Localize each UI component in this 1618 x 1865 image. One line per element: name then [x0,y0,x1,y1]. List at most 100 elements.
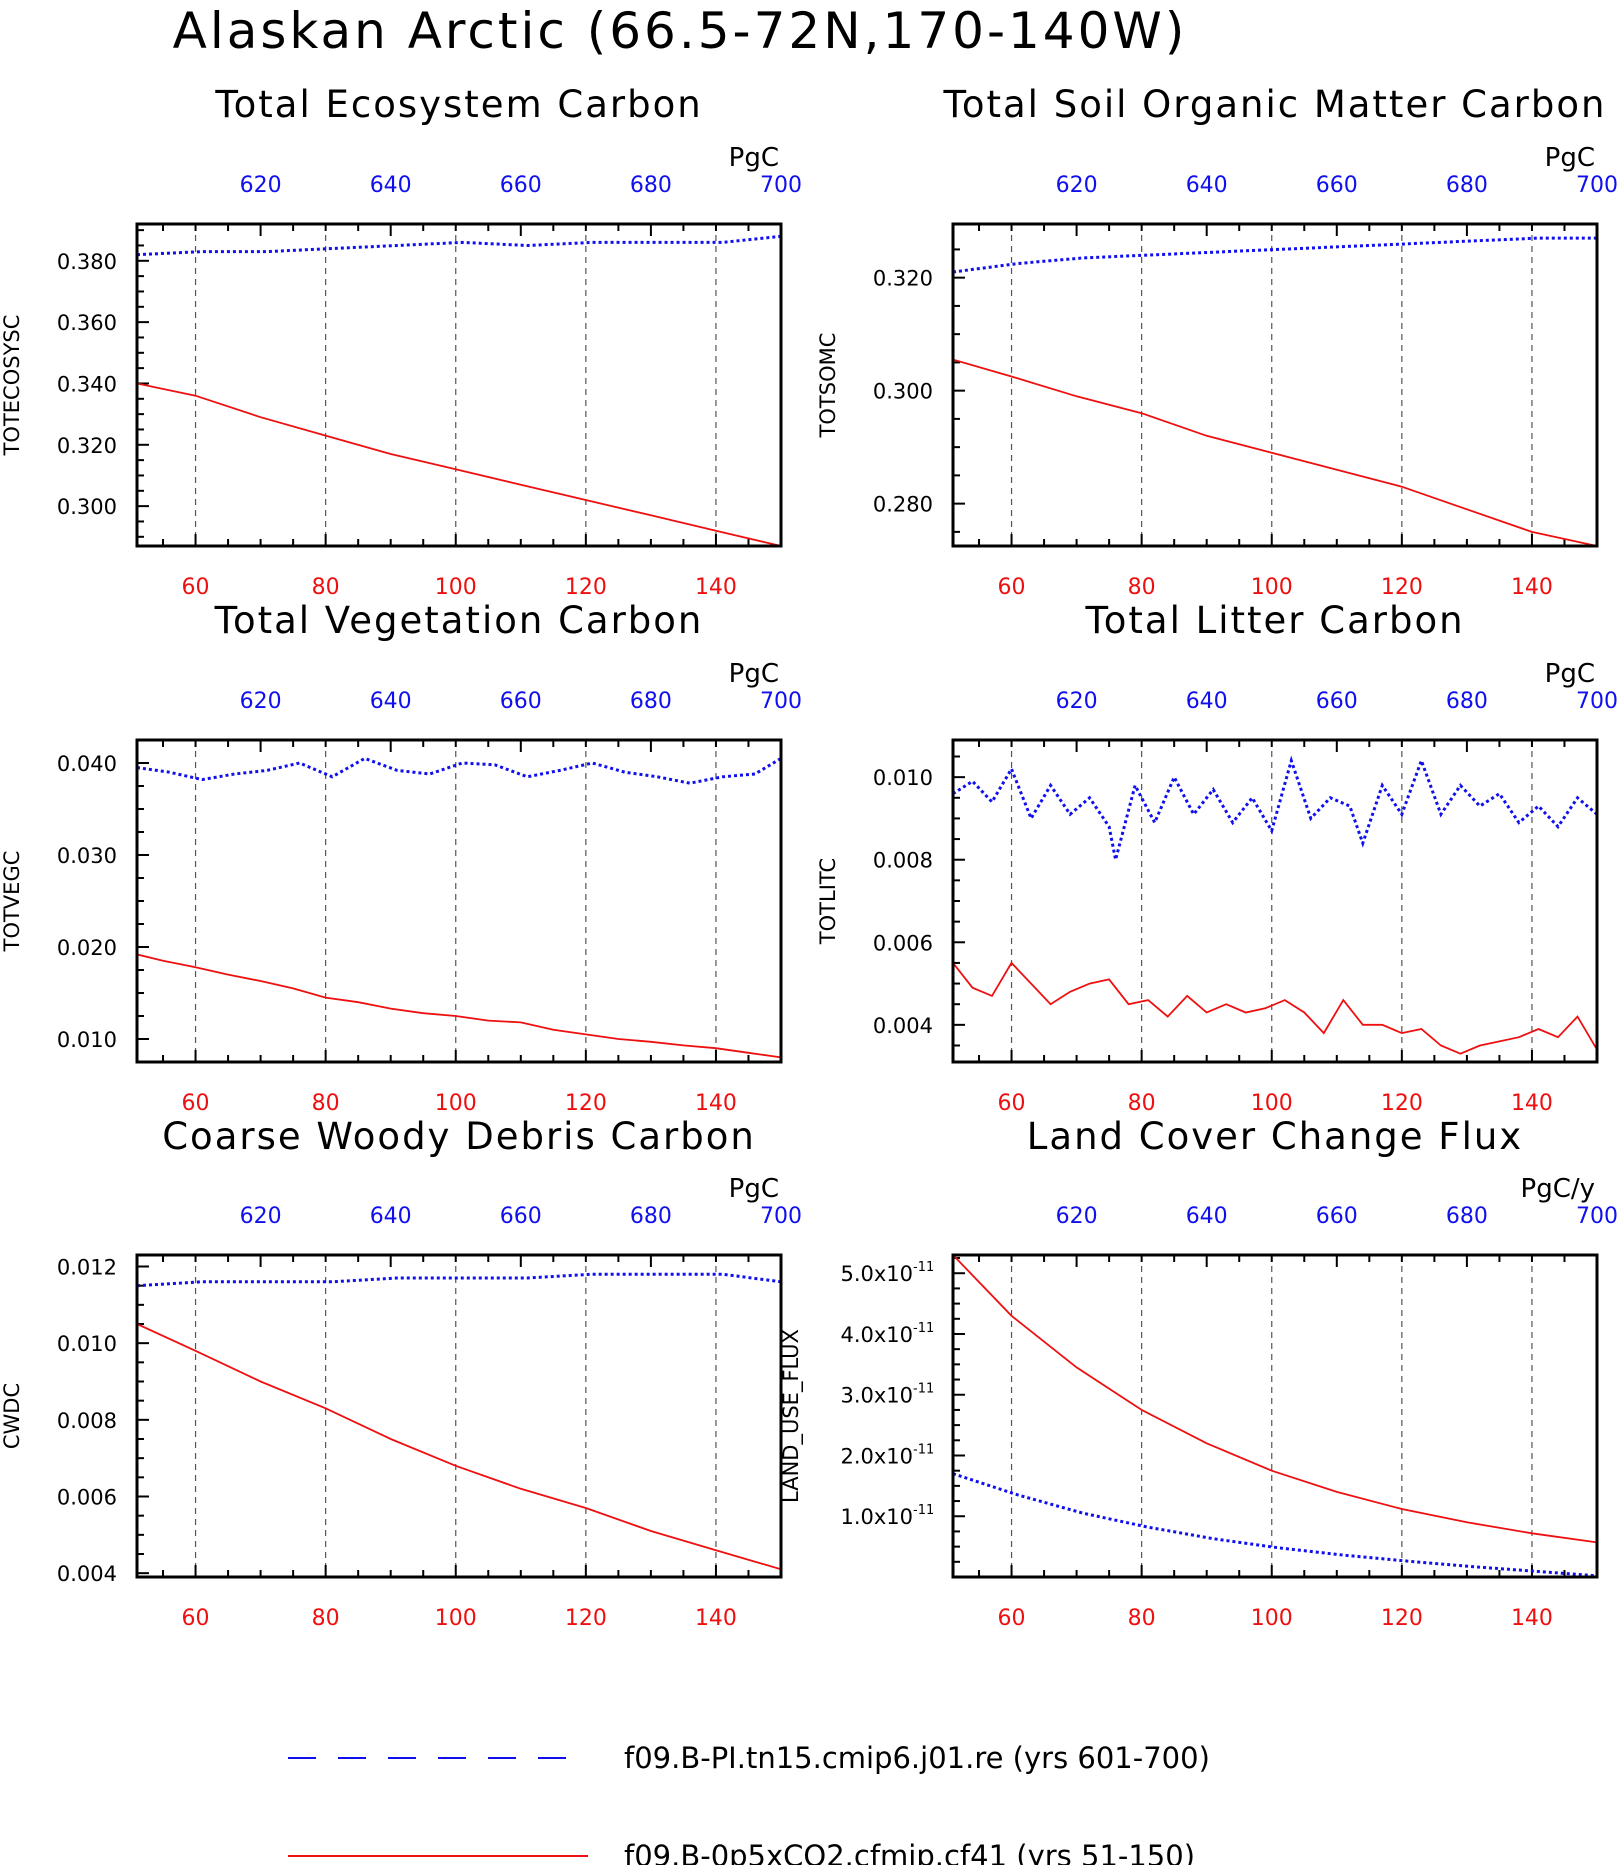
panel-6-y-tick-label: 4.0x10 [840,1323,913,1347]
panel-1-x-tick-label: 60 [182,575,210,600]
panel-6-x-tick-label: 80 [1128,1606,1156,1631]
panel-5-title: Coarse Woody Debris Carbon [162,1115,756,1158]
panel-6-x-tick-label: 100 [1251,1606,1293,1631]
panel-3-x-top-tick-label: 640 [370,689,412,714]
panel-1-title: Total Ecosystem Carbon [214,83,702,126]
panel-4-x-top-tick-label: 620 [1056,689,1098,714]
panel-2-x-top-tick-label: 680 [1446,173,1488,198]
panel-4-y-tick-label: 0.010 [873,766,933,790]
panel-1-total-ecosystem-carbon: Total Ecosystem Carbon 60 80 100 120 140 620 64… [0,83,802,600]
panel-3-x-tick-label: 100 [435,1091,477,1116]
panel-3-series-1-line [137,756,781,785]
panel-3-plot-frame [135,738,783,1064]
panel-4-y-tick-label: 0.006 [873,931,933,955]
panel-3-series-2-line [137,953,781,1059]
panel-1-x-tick-label: 140 [695,575,737,600]
panel-5-x-top-tick-label: 620 [240,1204,282,1229]
panel-1-x-top-tick-label: 660 [500,173,542,198]
panel-3-x-top-tick-label: 660 [500,689,542,714]
panel-6-x-top-tick-label: 680 [1446,1204,1488,1229]
panel-4-plot-frame [951,738,1599,1064]
panel-5-x-top-tick-label: 660 [500,1204,542,1229]
panel-6-y-tick-exponent: -11 [913,1260,934,1275]
panel-6-series-1-line [953,1472,1597,1577]
panel-3-units-label: PgC [729,659,779,689]
panel-1-x-tick-label: 100 [435,575,477,600]
panel-1-y-tick-label: 0.300 [57,495,117,519]
panel-5-y-tick-label: 0.004 [57,1562,117,1586]
panel-4-units-label: PgC [1545,659,1595,689]
panel-3-x-tick-label: 80 [312,1091,340,1116]
panel-4-title: Total Litter Carbon [1084,599,1464,642]
panel-6-units-label: PgC/y [1521,1174,1595,1204]
panel-1-x-top-tick-label: 680 [630,173,672,198]
panel-2-title: Total Soil Organic Matter Carbon [943,83,1607,126]
panel-4-y-axis-label: TOTLITC [816,858,840,945]
panel-4-x-top-tick-label: 660 [1316,689,1358,714]
panel-5-plot-frame [135,1253,783,1579]
panel-5-series-1-line [137,1272,781,1288]
panel-6-y-tick-exponent: -11 [913,1442,934,1457]
panel-6-plot-frame [951,1253,1599,1579]
panel-5-x-top-tick-label: 700 [760,1204,802,1229]
figure-title: Alaskan Arctic (66.5-72N,170-140W) [172,2,1188,60]
panel-5-units-label: PgC [729,1174,779,1204]
panel-6-y-tick-exponent: -11 [913,1382,934,1397]
panel-1-y-tick-label: 0.320 [57,434,117,458]
panel-3-x-tick-label: 60 [182,1091,210,1116]
panel-4-x-tick-label: 100 [1251,1091,1293,1116]
panel-6-y-tick-label: 5.0x10 [840,1262,913,1286]
panel-4-total-litter-carbon: Total Litter Carbon 60 80 100 120 140 620 640 66… [816,599,1618,1116]
panel-5-y-tick-label: 0.010 [57,1332,117,1356]
panel-2-x-top-tick-label: 640 [1186,173,1228,198]
panel-2-x-tick-label: 140 [1511,575,1553,600]
panel-5-coarse-woody-debris-carbon: Coarse Woody Debris Carbon 60 80 100 120 140 6… [0,1115,802,1631]
panel-5-y-axis-label: CWDC [0,1383,24,1449]
panel-2-series-1-line [953,236,1597,274]
panel-3-y-tick-label: 0.020 [57,936,117,960]
panel-3-x-top-tick-label: 620 [240,689,282,714]
panel-2-series-2-line [953,358,1597,546]
panel-4-y-tick-label: 0.008 [873,849,933,873]
panel-6-x-top-tick-label: 640 [1186,1204,1228,1229]
panel-2-total-soil-organic-matter-carbon: Total Soil Organic Matter Carbon 60 80 100 1… [816,83,1618,600]
panel-3-total-vegetation-carbon: Total Vegetation Carbon 60 80 100 120 140 620 6… [0,599,802,1116]
panel-4-series-2-line [953,961,1597,1055]
panel-3-x-tick-label: 120 [565,1091,607,1116]
panel-3-y-tick-label: 0.040 [57,752,117,776]
panel-5-y-tick-label: 0.008 [57,1409,117,1433]
panel-5-x-tick-label: 100 [435,1606,477,1631]
panel-5-x-top-tick-label: 640 [370,1204,412,1229]
panel-2-x-tick-label: 100 [1251,575,1293,600]
panel-1-series-1-line [137,234,781,257]
panel-1-x-top-tick-label: 700 [760,173,802,198]
panel-6-title: Land Cover Change Flux [1027,1115,1523,1158]
panel-1-y-tick-label: 0.380 [57,250,117,274]
panel-2-y-tick-label: 0.300 [873,380,933,404]
panel-4-x-top-tick-label: 700 [1576,689,1618,714]
panel-2-x-top-tick-label: 660 [1316,173,1358,198]
panel-4-y-tick-label: 0.004 [873,1014,933,1038]
panel-3-x-top-tick-label: 680 [630,689,672,714]
panel-5-y-tick-label: 0.012 [57,1256,117,1280]
panel-5-x-tick-label: 60 [182,1606,210,1631]
panel-6-land-cover-change-flux: Land Cover Change Flux 60 80 100 120 140 620 64… [779,1115,1618,1631]
panel-6-y-tick-label: 1.0x10 [840,1505,913,1529]
panel-2-y-tick-label: 0.280 [873,493,933,517]
panel-5-x-top-tick-label: 680 [630,1204,672,1229]
panel-6-y-axis-label: LAND_USE_FLUX [779,1329,804,1503]
panel-6-x-tick-label: 140 [1511,1606,1553,1631]
legend: f09.B-PI.tn15.cmip6.j01.re (yrs 601-700)… [288,1741,1210,1865]
panel-6-series-2-line [953,1255,1597,1544]
panel-2-x-top-tick-label: 620 [1056,173,1098,198]
panel-3-y-tick-label: 0.030 [57,844,117,868]
panel-4-x-top-tick-label: 680 [1446,689,1488,714]
panel-2-x-tick-label: 80 [1128,575,1156,600]
panel-2-plot-frame [951,222,1599,548]
panel-6-x-top-tick-label: 700 [1576,1204,1618,1229]
panel-3-y-axis-label: TOTVEGC [0,851,24,953]
panel-4-x-top-tick-label: 640 [1186,689,1228,714]
panel-6-x-top-tick-label: 620 [1056,1204,1098,1229]
panel-6-y-tick-label: 2.0x10 [840,1444,913,1468]
